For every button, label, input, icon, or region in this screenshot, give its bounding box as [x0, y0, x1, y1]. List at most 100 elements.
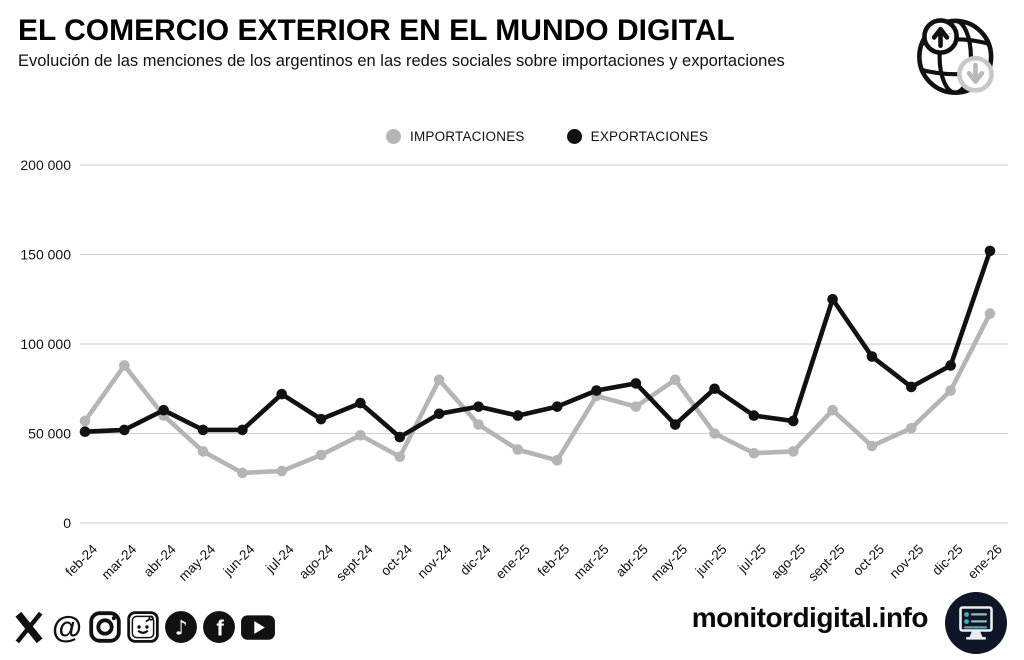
- data-point: [512, 444, 524, 455]
- x-tick-label: dic-25: [929, 542, 966, 579]
- globe-import-export-icon: [912, 8, 1004, 100]
- data-point: [355, 429, 366, 441]
- x-tick-label: jun-25: [692, 542, 730, 580]
- data-point: [591, 385, 602, 396]
- data-point: [787, 446, 799, 457]
- x-tick-label: sept-25: [805, 542, 847, 584]
- x-tick-label: nov-24: [414, 541, 454, 581]
- data-point: [748, 447, 760, 459]
- y-tick-label: 0: [63, 515, 71, 531]
- x-tick-label: jul-24: [262, 541, 297, 576]
- x-tick-label: sept-24: [333, 541, 376, 584]
- data-point: [984, 245, 996, 257]
- social-icons-bar: @ ♪: [12, 610, 276, 644]
- series-line-exportaciones: [82, 248, 993, 440]
- data-point: [945, 385, 956, 396]
- data-point: [276, 388, 288, 400]
- legend-item-importaciones: IMPORTACIONES: [386, 129, 525, 144]
- data-point: [630, 378, 642, 389]
- legend-label-importaciones: IMPORTACIONES: [410, 129, 525, 144]
- data-point: [787, 415, 799, 427]
- data-point: [709, 383, 720, 395]
- threads-icon: @: [50, 610, 84, 644]
- reddit-icon: [126, 610, 160, 644]
- legend-label-exportaciones: EXPORTACIONES: [590, 129, 709, 144]
- tiktok-icon: ♪: [164, 610, 198, 644]
- data-point: [984, 308, 996, 319]
- data-point: [276, 465, 288, 477]
- data-point: [197, 424, 209, 436]
- data-point: [433, 374, 445, 386]
- x-tick-label: may-25: [648, 542, 690, 584]
- instagram-icon: [88, 610, 122, 644]
- data-point: [79, 426, 91, 438]
- data-point: [394, 451, 406, 463]
- data-point: [945, 360, 956, 371]
- x-tick-label: feb-24: [62, 541, 100, 579]
- x-tick-label: ago-25: [768, 542, 808, 582]
- x-tick-label: jul-25: [734, 542, 769, 577]
- x-tick-label: oct-24: [378, 541, 415, 578]
- x-tick-label: nov-25: [887, 542, 927, 582]
- importaciones-dot-icon: [386, 129, 401, 144]
- data-point: [394, 431, 406, 443]
- monitor-logo-icon: [944, 591, 1008, 655]
- x-tick-label: dic-24: [457, 541, 494, 578]
- data-point: [237, 424, 248, 436]
- y-tick-label: 150 000: [20, 247, 71, 263]
- exportaciones-dot-icon: [566, 129, 582, 144]
- x-tick-label: mar-24: [99, 541, 140, 582]
- x-tick-label: mar-25: [571, 542, 612, 583]
- data-point: [512, 410, 524, 421]
- x-tick-label: abr-24: [141, 541, 180, 580]
- data-point: [669, 374, 681, 386]
- page-title: EL COMERCIO EXTERIOR EN EL MUNDO DIGITAL: [18, 14, 735, 47]
- data-point: [119, 360, 130, 371]
- x-tick-label: jun-24: [220, 541, 258, 579]
- youtube-icon: [240, 610, 276, 644]
- data-point: [315, 413, 327, 425]
- data-point: [827, 404, 838, 416]
- series-line-importaciones: [82, 311, 993, 476]
- data-point: [709, 428, 720, 439]
- data-point: [355, 397, 366, 409]
- data-point: [669, 419, 681, 430]
- y-tick-label: 200 000: [20, 157, 71, 173]
- data-point: [315, 449, 327, 461]
- svg-text:@: @: [52, 610, 82, 644]
- x-tick-label: ene-26: [965, 542, 1005, 582]
- x-tick-label: oct-25: [850, 542, 887, 579]
- data-point: [906, 381, 917, 393]
- data-point: [197, 446, 209, 457]
- page-subtitle: Evolución de las menciones de los argent…: [18, 52, 785, 70]
- x-tick-label: abr-25: [613, 542, 651, 580]
- data-point: [906, 422, 917, 434]
- brand-url: monitordigital.info: [691, 602, 929, 633]
- data-point: [119, 424, 130, 436]
- data-point: [473, 401, 484, 412]
- legend-item-exportaciones: EXPORTACIONES: [566, 129, 709, 144]
- data-point: [866, 351, 878, 362]
- data-point: [866, 440, 878, 452]
- svg-text:f: f: [216, 616, 224, 641]
- data-point: [827, 293, 838, 305]
- data-point: [158, 404, 169, 416]
- data-point: [433, 408, 445, 420]
- data-point: [237, 467, 248, 479]
- y-tick-label: 100 000: [20, 336, 71, 352]
- x-tick-label: feb-25: [535, 542, 573, 580]
- data-point: [473, 419, 484, 430]
- data-point: [630, 401, 642, 412]
- svg-text:♪: ♪: [175, 615, 188, 639]
- x-tick-label: ene-25: [493, 542, 533, 582]
- x-tick-label: may-24: [176, 541, 219, 584]
- facebook-icon: f: [202, 610, 236, 644]
- data-point: [551, 455, 563, 466]
- chart-legend: IMPORTACIONES EXPORTACIONES: [386, 129, 708, 144]
- data-point: [79, 415, 91, 427]
- data-point: [551, 401, 563, 412]
- x-icon: [12, 610, 46, 644]
- data-point: [748, 410, 760, 421]
